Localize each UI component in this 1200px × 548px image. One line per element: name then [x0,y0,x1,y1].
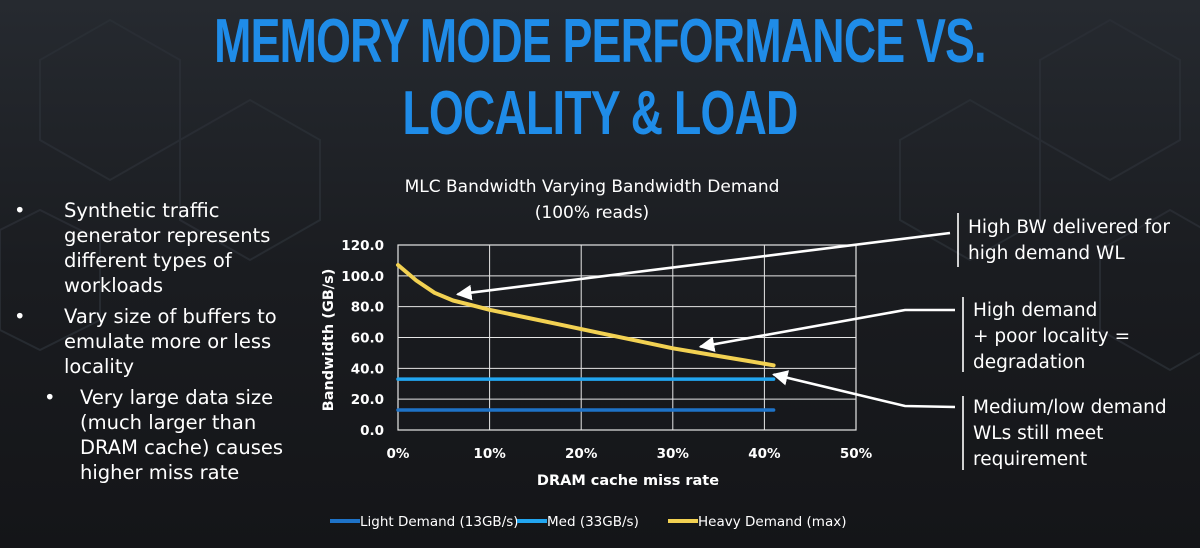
x-tick-label: 40% [748,446,781,462]
bullet-dot-icon: • [14,305,26,328]
callout-text: + poor locality = [973,326,1130,347]
y-tick-label: 40.0 [351,361,384,377]
x-tick-label: 0% [387,446,410,462]
chart-title: MLC Bandwidth Varying Bandwidth Demand [405,177,780,197]
bullet-line: different types of [64,249,232,272]
callout-text: requirement [973,449,1087,470]
callouts: High BW delivered for high demand WL High … [455,213,1170,470]
bullet-line: (much larger than [80,411,257,434]
bullet-line: emulate more or less [64,330,272,353]
callout-text: high demand WL [968,243,1125,264]
bullet-line: Very large data size [80,386,274,409]
callout-arrow [455,231,951,301]
bullet-dot-icon: • [14,199,26,222]
bullet-line: Vary size of buffers to [64,305,277,328]
bullet-dot-icon: • [44,386,56,409]
bullet-line: higher miss rate [80,461,240,484]
bullet-line: DRAM cache) causes [80,436,284,459]
y-tick-label: 0.0 [360,423,384,439]
legend-entry: Light Demand (13GB/s) [360,514,519,530]
x-tick-label: 10% [473,446,506,462]
callout-text: Medium/low demand [973,397,1167,418]
callout-text: High demand [973,300,1097,321]
y-tick-label: 60.0 [351,331,384,347]
callout-text: High BW delivered for [968,217,1170,238]
callout-text: WLs still meet [973,423,1103,444]
bullet-line: generator represents [64,224,271,247]
slide-title: MEMORY MODE PERFORMANCE VS. LOCALITY & L… [214,7,986,148]
chart-series [396,263,776,412]
bullet-line: locality [64,355,135,378]
y-tick-label: 20.0 [351,392,384,408]
bullet-list: • Synthetic traffic generator represents… [14,198,304,491]
bullet-line: Synthetic traffic [64,199,220,222]
y-tick-label: 80.0 [351,300,384,316]
chart-tick-labels: 0.0 20.0 40.0 60.0 80.0 100.0 120.0 0% 10% 20% 30%… [341,238,872,462]
x-tick-label: 30% [657,446,690,462]
x-tick-label: 20% [565,446,598,462]
callout-arrow [772,370,956,409]
bullet-line: workloads [64,274,164,297]
y-tick-label: 120.0 [341,238,384,254]
bullet-item: • Synthetic traffic generator represents… [14,198,304,298]
chart-subtitle: (100% reads) [535,203,649,223]
sub-bullet-item: • Very large data size (much larger than… [14,385,304,485]
chart-legend: Light Demand (13GB/s) Med (33GB/s) Heavy D… [330,514,847,530]
bullet-item: • Vary size of buffers to emulate more o… [14,304,304,379]
series-line-3 [396,263,776,368]
callout-text: degradation [973,352,1085,373]
callout-arrow [698,308,955,352]
x-axis-label: DRAM cache miss rate [537,473,719,489]
y-tick-label: 100.0 [341,269,384,285]
x-tick-label: 50% [840,446,873,462]
legend-entry: Heavy Demand (max) [698,514,847,530]
legend-entry: Med (33GB/s) [547,514,639,530]
y-axis-label: Bandwidth (GB/s) [321,269,337,412]
